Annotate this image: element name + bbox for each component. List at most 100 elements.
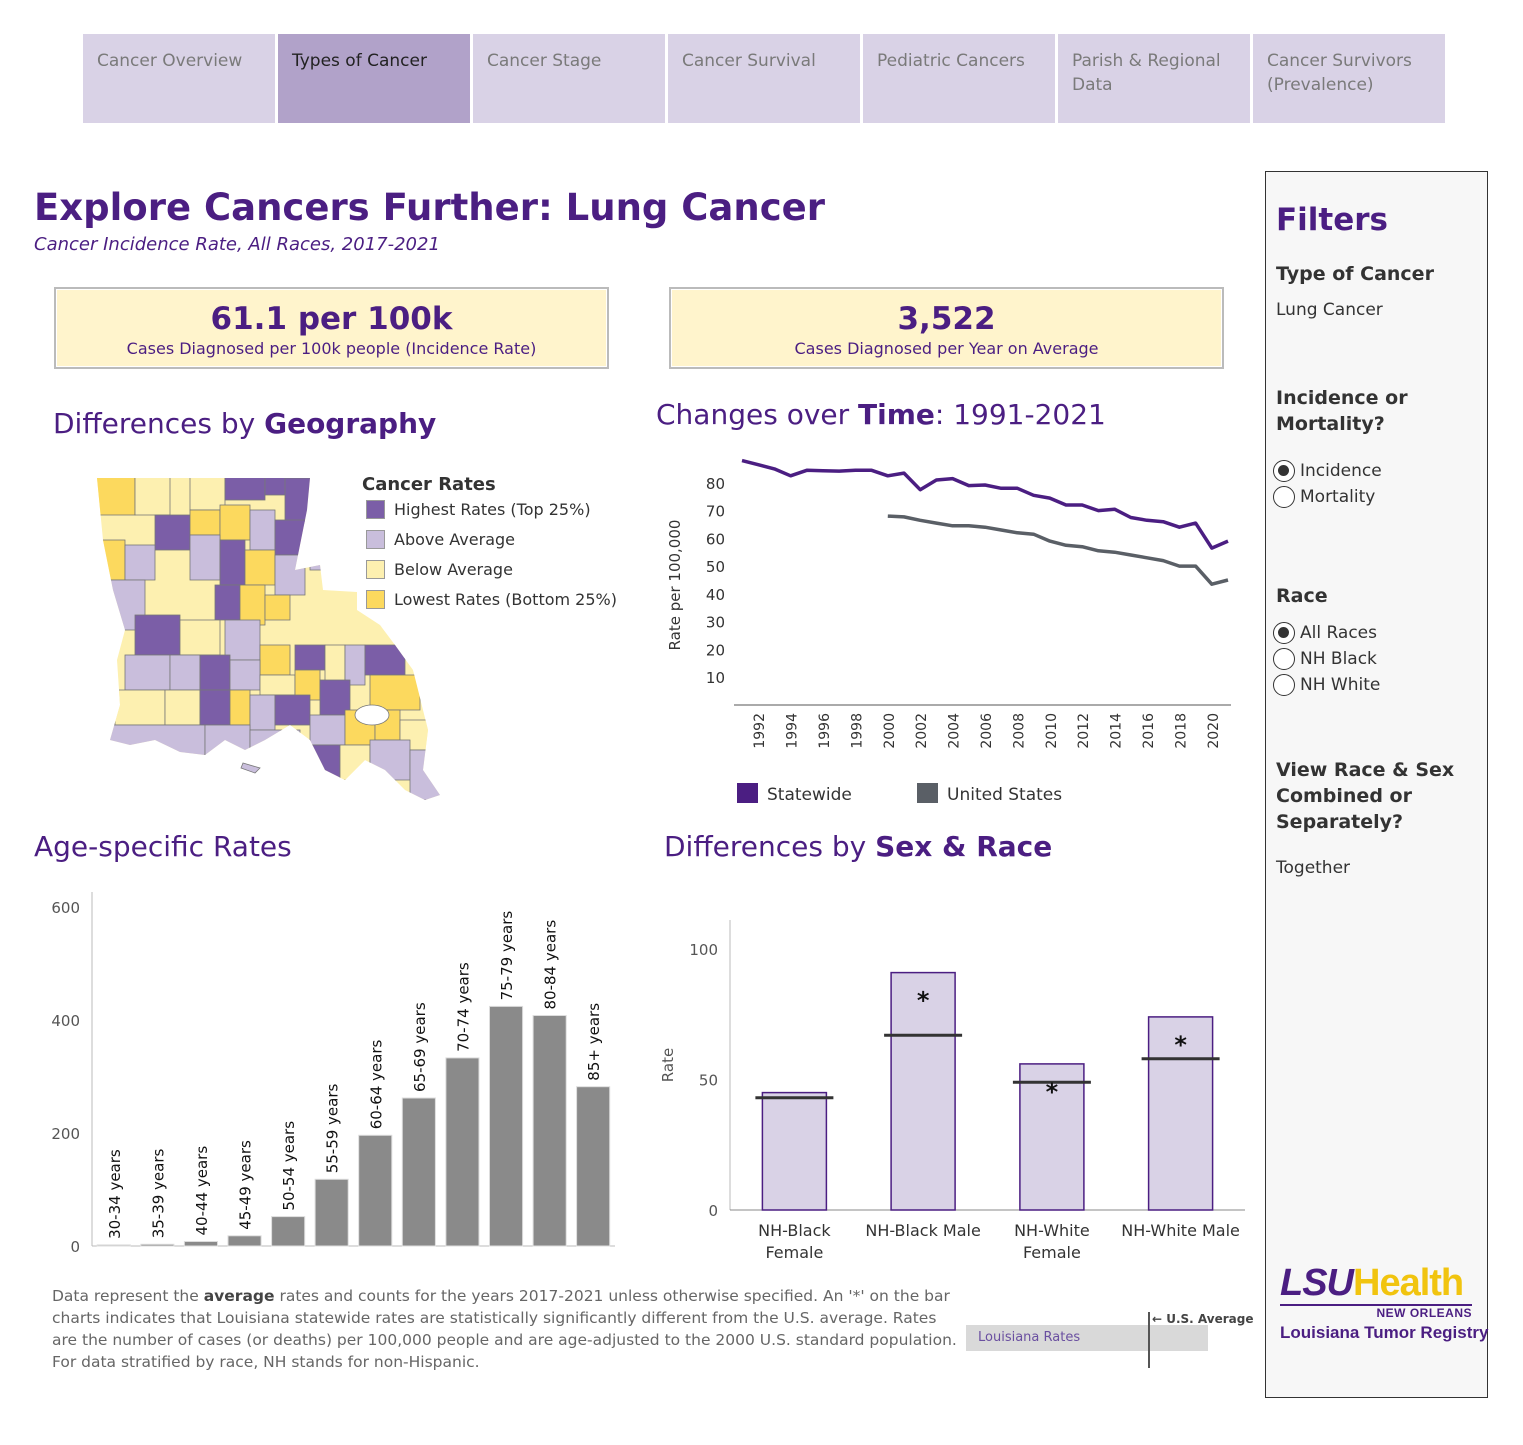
parish[interactable] bbox=[134, 614, 181, 656]
parish[interactable] bbox=[95, 724, 206, 771]
parish[interactable] bbox=[124, 654, 171, 691]
age-bar[interactable] bbox=[140, 1243, 175, 1247]
parish[interactable] bbox=[199, 689, 231, 726]
radio-nh-white[interactable]: NH White bbox=[1273, 672, 1380, 698]
parish[interactable] bbox=[339, 744, 371, 781]
parish[interactable] bbox=[364, 644, 406, 676]
parish[interactable] bbox=[239, 584, 266, 626]
radio-mortality[interactable]: Mortality bbox=[1273, 484, 1382, 510]
age-bar[interactable] bbox=[532, 1015, 567, 1247]
age-bar[interactable] bbox=[358, 1134, 393, 1247]
parish[interactable] bbox=[274, 519, 311, 556]
age-bar[interactable] bbox=[227, 1235, 262, 1247]
age-bar[interactable] bbox=[445, 1057, 480, 1247]
parish[interactable] bbox=[189, 534, 221, 581]
parish[interactable] bbox=[264, 594, 291, 621]
parish[interactable] bbox=[249, 694, 276, 731]
parish[interactable] bbox=[179, 619, 221, 656]
radio-button[interactable] bbox=[1273, 648, 1295, 670]
tab-pediatric-cancers[interactable]: Pediatric Cancers bbox=[863, 34, 1055, 123]
louisiana-parish-map[interactable] bbox=[95, 470, 455, 810]
map-legend-item-highest[interactable]: Highest Rates (Top 25%) bbox=[366, 500, 591, 519]
map-legend-item-below-average[interactable]: Below Average bbox=[366, 560, 513, 579]
parish[interactable] bbox=[114, 689, 166, 726]
filter-view-value[interactable]: Together bbox=[1276, 858, 1351, 878]
radio-button[interactable] bbox=[1273, 674, 1295, 696]
sex-race-bar[interactable] bbox=[890, 971, 956, 1211]
parish[interactable] bbox=[244, 549, 276, 586]
parish[interactable] bbox=[249, 729, 301, 771]
age-bar[interactable] bbox=[314, 1178, 349, 1247]
age-bar[interactable] bbox=[576, 1086, 611, 1247]
radio-button[interactable] bbox=[1273, 460, 1295, 482]
parish[interactable] bbox=[249, 509, 276, 551]
age-bar[interactable] bbox=[489, 1005, 524, 1247]
sex-race-chart[interactable]: 0 50 100 NH-Black Female * NH-Black Male * NH-W… bbox=[655, 915, 1255, 1275]
age-bar[interactable] bbox=[271, 1216, 306, 1247]
tab-cancer-stage[interactable]: Cancer Stage bbox=[473, 34, 665, 123]
parish[interactable] bbox=[309, 714, 346, 746]
parish[interactable] bbox=[369, 674, 421, 711]
parish[interactable] bbox=[274, 554, 306, 596]
sex-race-bar[interactable] bbox=[1147, 1016, 1214, 1211]
sex-race-bar[interactable] bbox=[1019, 1063, 1085, 1211]
radio-button[interactable] bbox=[1273, 622, 1295, 644]
series-line-statewide[interactable] bbox=[741, 458, 1229, 550]
age-bar-label: 30-34 years bbox=[106, 1149, 124, 1239]
radio-nh-black[interactable]: NH Black bbox=[1273, 646, 1380, 672]
parish[interactable] bbox=[224, 619, 261, 661]
tab-cancer-overview[interactable]: Cancer Overview bbox=[83, 34, 275, 123]
parish[interactable] bbox=[299, 744, 341, 786]
time-trend-chart[interactable]: 10 20 30 40 50 60 70 80 1992 1994 1996 1998 2000 200… bbox=[655, 455, 1240, 815]
parish[interactable] bbox=[219, 539, 246, 586]
parish[interactable] bbox=[154, 514, 191, 551]
radio-label: All Races bbox=[1300, 623, 1377, 643]
parish[interactable] bbox=[294, 644, 326, 671]
parish[interactable] bbox=[124, 544, 156, 581]
sex-race-bar[interactable] bbox=[761, 1091, 828, 1211]
parish[interactable] bbox=[204, 724, 251, 761]
parish[interactable] bbox=[409, 749, 450, 800]
age-specific-chart[interactable]: 0 200 400 600 30-34 years 35-39 years 40-44 y… bbox=[30, 880, 630, 1260]
parish[interactable] bbox=[229, 659, 261, 691]
parish[interactable] bbox=[344, 644, 366, 686]
parish[interactable] bbox=[219, 504, 251, 541]
parish[interactable] bbox=[229, 689, 251, 726]
parish[interactable] bbox=[274, 694, 311, 726]
parish[interactable] bbox=[214, 584, 241, 621]
radio-all-races[interactable]: All Races bbox=[1273, 620, 1380, 646]
parish[interactable] bbox=[309, 524, 351, 571]
legend-statewide[interactable]: Statewide bbox=[737, 783, 852, 805]
parish[interactable] bbox=[284, 478, 316, 524]
parish[interactable] bbox=[224, 470, 266, 501]
filter-type-value[interactable]: Lung Cancer bbox=[1276, 300, 1383, 320]
legend-united-states[interactable]: United States bbox=[917, 783, 1062, 805]
parish[interactable] bbox=[95, 539, 126, 581]
series-line-united-states[interactable] bbox=[887, 514, 1229, 586]
parish[interactable] bbox=[189, 470, 226, 511]
parish[interactable] bbox=[164, 689, 201, 726]
tab-cancer-survival[interactable]: Cancer Survival bbox=[668, 34, 860, 123]
radio-button[interactable] bbox=[1273, 486, 1295, 508]
age-bar[interactable] bbox=[96, 1244, 131, 1247]
parish[interactable] bbox=[369, 739, 411, 781]
filter-measure-options: Incidence Mortality bbox=[1273, 458, 1382, 510]
map-legend-item-lowest[interactable]: Lowest Rates (Bottom 25%) bbox=[366, 590, 617, 609]
footnote-bold: average bbox=[203, 1287, 275, 1305]
parish[interactable] bbox=[134, 470, 171, 516]
parish[interactable] bbox=[189, 509, 221, 536]
age-bar[interactable] bbox=[183, 1241, 218, 1247]
age-bar[interactable] bbox=[401, 1097, 436, 1247]
map-legend-item-above-average[interactable]: Above Average bbox=[366, 530, 515, 549]
parish[interactable] bbox=[199, 654, 231, 691]
parish[interactable] bbox=[319, 679, 351, 716]
parish[interactable] bbox=[169, 654, 201, 691]
parish[interactable] bbox=[95, 470, 136, 516]
tab-types-of-cancer[interactable]: Types of Cancer bbox=[278, 34, 470, 123]
parish[interactable] bbox=[259, 674, 296, 696]
radio-incidence[interactable]: Incidence bbox=[1273, 458, 1382, 484]
tab-parish-regional-data[interactable]: Parish & Regional Data bbox=[1058, 34, 1250, 123]
parish[interactable] bbox=[324, 644, 346, 686]
tab-cancer-survivors[interactable]: Cancer Survivors (Prevalence) bbox=[1253, 34, 1445, 123]
parish[interactable] bbox=[259, 644, 291, 676]
